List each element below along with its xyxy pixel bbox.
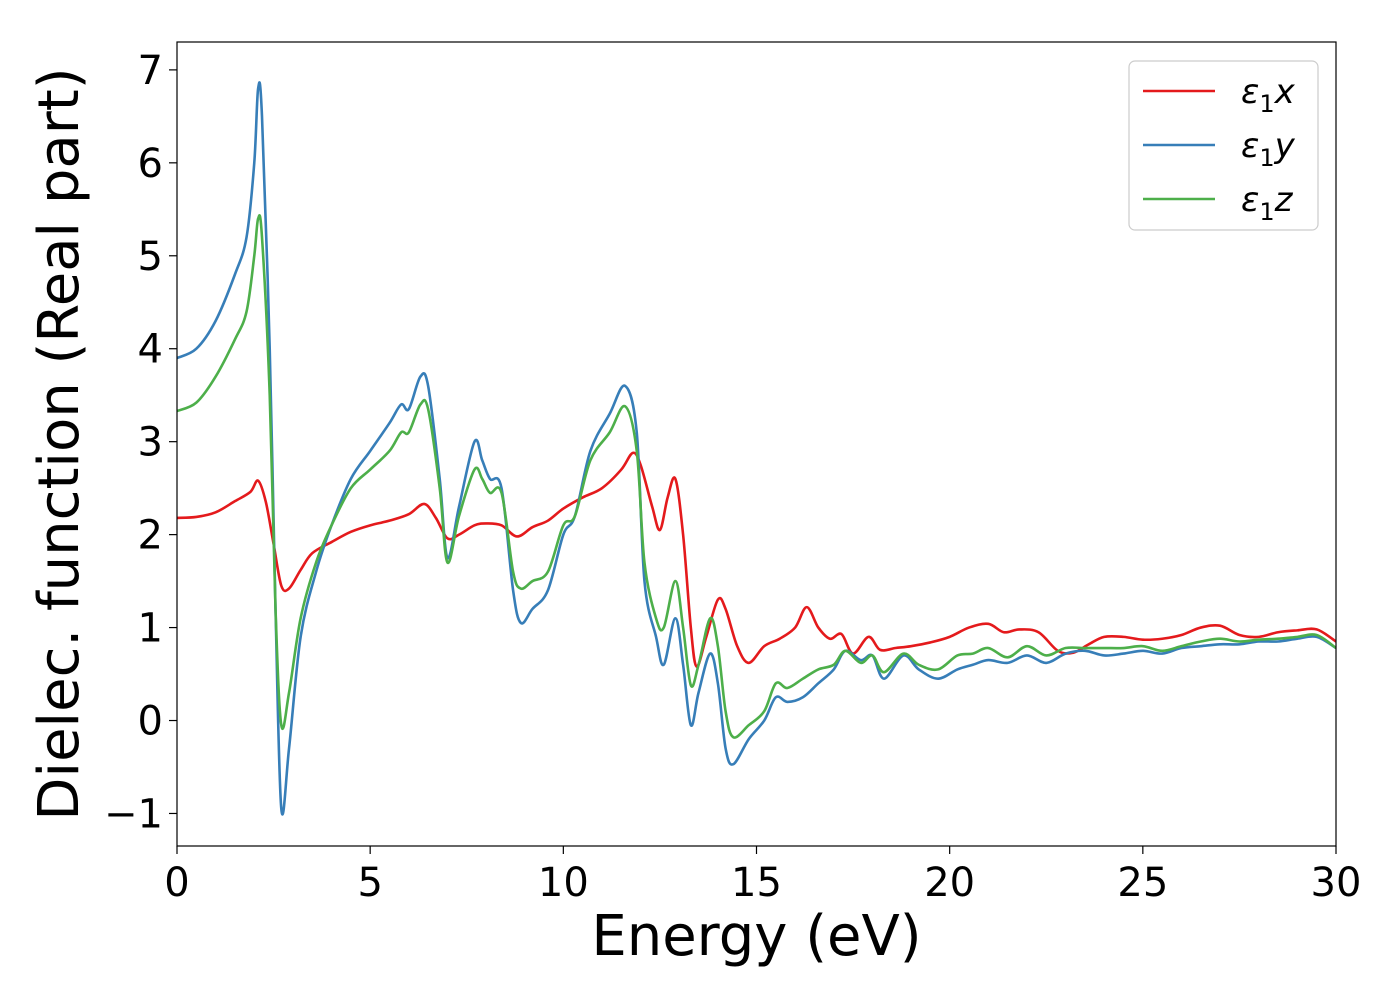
legend-suffix: x (1274, 72, 1296, 112)
series-layer (177, 81, 1336, 816)
x-tick-label: 10 (538, 860, 589, 906)
x-axis-title: Energy (eV) (591, 904, 921, 969)
series-line-z (177, 214, 1336, 739)
y-tick-label: 2 (138, 513, 163, 559)
plot-frame (176, 41, 1337, 847)
legend-suffix: y (1274, 126, 1296, 166)
y-tick-label: 0 (138, 699, 163, 745)
y-tick-label: −1 (104, 791, 163, 837)
x-axis-ticks: 0 5 10 15 20 25 30 (164, 846, 1361, 906)
legend-label-y: ε1y (1241, 126, 1296, 172)
x-tick-label: 30 (1311, 860, 1362, 906)
legend-subscript: 1 (1259, 90, 1274, 118)
y-tick-label: 4 (138, 327, 163, 373)
x-tick-label: 20 (924, 860, 975, 906)
y-tick-label: 3 (138, 420, 163, 466)
legend-symbol: ε (1241, 126, 1259, 166)
series-line-x (177, 451, 1336, 668)
legend-box (1128, 60, 1319, 231)
series-line-y (177, 81, 1336, 816)
y-axis-ticks: −1 0 1 2 3 4 5 6 7 (104, 48, 177, 837)
x-tick-label: 15 (731, 860, 782, 906)
y-tick-label: 7 (138, 48, 163, 94)
x-tick-label: 5 (357, 860, 382, 906)
legend-symbol: ε (1241, 180, 1259, 220)
legend-suffix: z (1274, 180, 1294, 220)
legend-label-z: ε1z (1241, 180, 1294, 226)
y-tick-label: 5 (138, 234, 163, 280)
legend-label-x: ε1x (1241, 72, 1296, 118)
x-tick-label: 0 (164, 860, 189, 906)
x-tick-label: 25 (1117, 860, 1168, 906)
legend-subscript: 1 (1259, 144, 1274, 172)
y-axis-title: Dielec. function (Real part) (27, 67, 92, 820)
y-tick-label: 6 (138, 141, 163, 187)
y-tick-label: 1 (138, 606, 163, 652)
legend-subscript: 1 (1259, 198, 1274, 226)
legend-symbol: ε (1241, 72, 1259, 112)
